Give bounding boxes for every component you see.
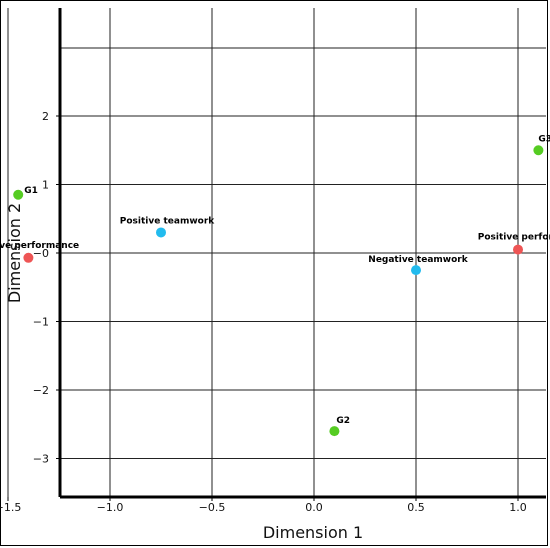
data-point xyxy=(411,265,421,276)
point-label: Negative performance xyxy=(0,241,79,251)
y-tick-label: −1 xyxy=(33,316,49,329)
tick-labels: −1.5−1.0−0.50.00.51.01.5−3−2−1−012 xyxy=(0,110,527,514)
axes xyxy=(7,8,546,501)
point-label: Positive teamwork xyxy=(120,216,216,226)
y-tick-label: −3 xyxy=(33,453,49,466)
y-tick-label: −2 xyxy=(33,384,49,397)
x-tick-label: −1.0 xyxy=(97,501,124,514)
x-tick-label: 0.0 xyxy=(305,501,323,514)
x-tick-label: 0.5 xyxy=(407,501,425,514)
point-label: G2 xyxy=(336,416,350,426)
point-labels: G1 G2 G3 Positive teamwork Negative teamwork… xyxy=(0,134,550,426)
data-point xyxy=(23,252,34,263)
y-axis-title: Dimension 2 xyxy=(5,203,24,303)
data-point xyxy=(329,426,340,437)
data-point xyxy=(533,145,544,156)
data-point xyxy=(156,227,166,238)
point-label: G3 xyxy=(538,134,550,144)
y-tick-label: −0 xyxy=(33,247,49,260)
y-tick-label: 2 xyxy=(42,110,49,123)
x-tick-label: −0.5 xyxy=(199,501,226,514)
data-point xyxy=(513,244,523,255)
x-axis-title: Dimension 1 xyxy=(263,523,363,542)
point-label: Positive performance xyxy=(478,233,550,243)
x-tick-label: −1.5 xyxy=(0,501,21,514)
point-label: Negative teamwork xyxy=(368,255,468,265)
data-point xyxy=(13,189,24,200)
grid xyxy=(7,8,546,497)
point-label: G1 xyxy=(24,186,38,196)
y-tick-label: 1 xyxy=(42,179,49,192)
x-tick-label: 1.0 xyxy=(509,501,527,514)
data-points xyxy=(13,145,544,437)
